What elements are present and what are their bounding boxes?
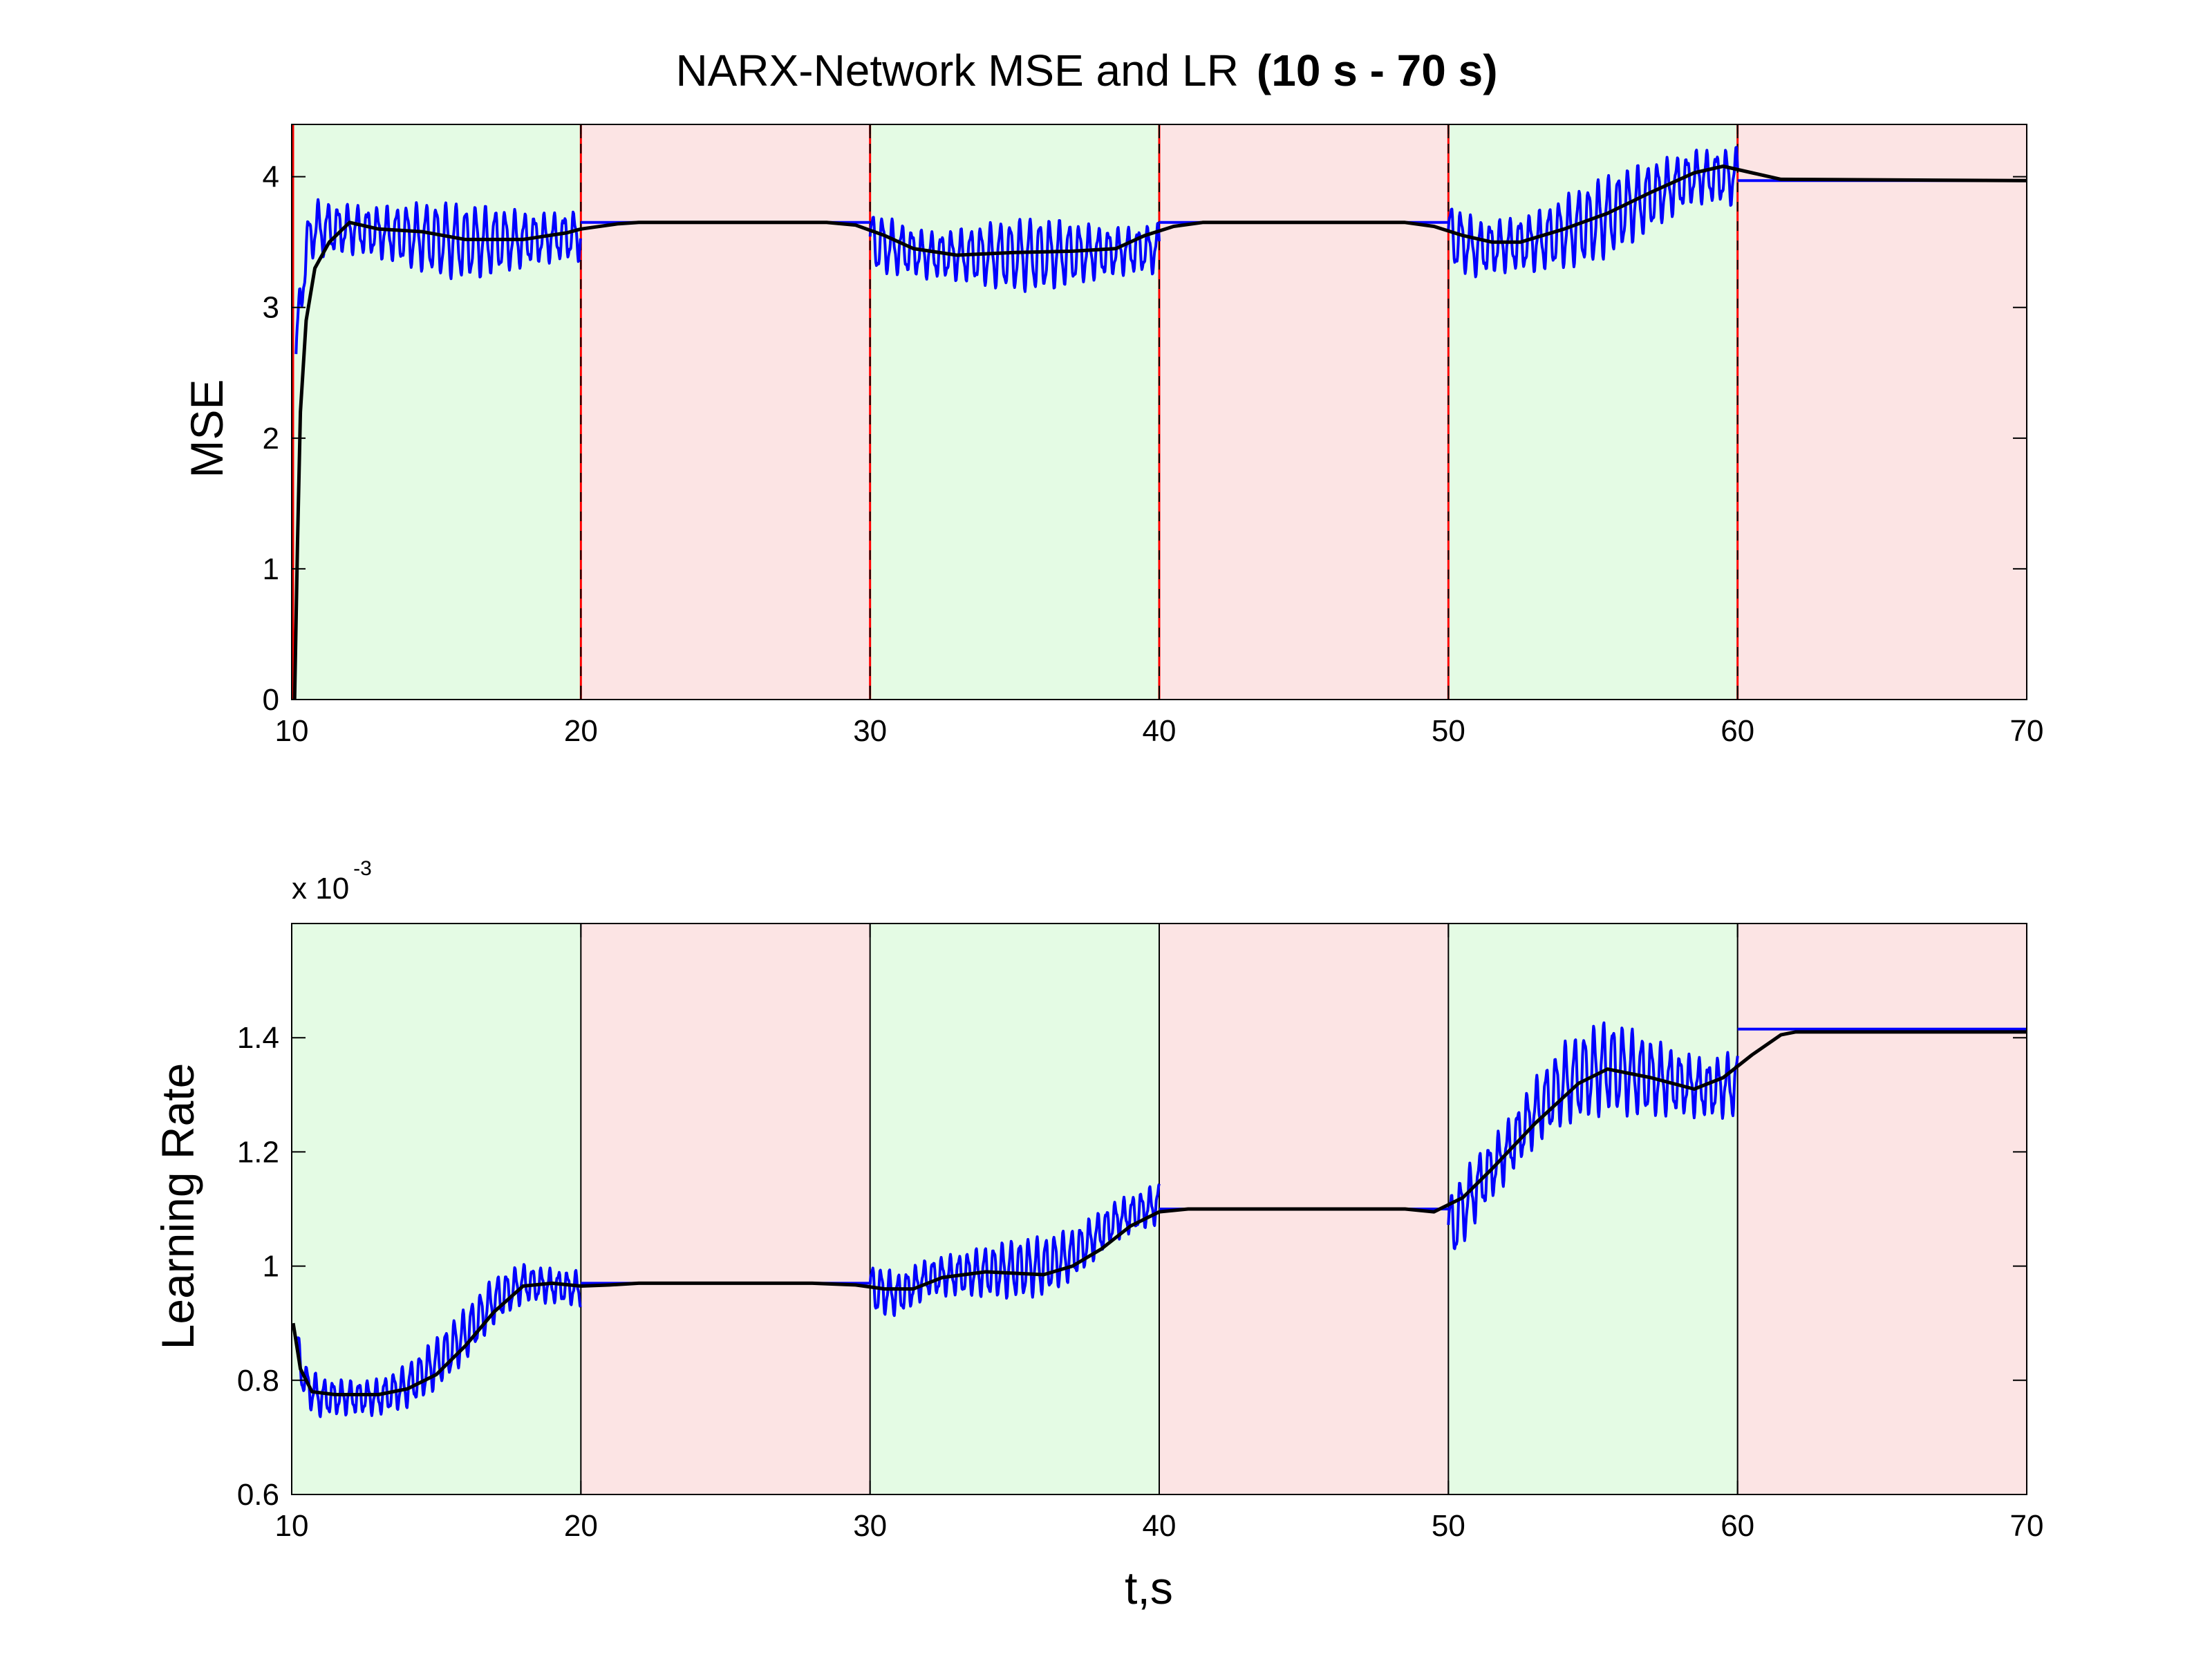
lr-raw-segment-1 [868,1183,1161,1318]
lr-y-axis-label: Learning Rate [152,1063,203,1350]
lr-ytick-label-3: 1.2 [237,1135,279,1169]
mse-raw-segment-0 [294,198,582,355]
lr-band-5 [1737,924,2027,1494]
mse-xtick-label-6: 70 [2010,714,2044,748]
lr-smoothed-series [291,1030,2027,1396]
chart-title-main: NARX-Network MSE and LR [675,46,1238,95]
lr-xtick-label-1: 20 [564,1509,598,1543]
mse-band-5 [1737,124,2027,700]
mse-band-4 [1448,124,1738,700]
lr-ytick-label-1: 0.8 [237,1364,279,1398]
lr-y-multiplier-base: x 10 [292,872,349,906]
mse-ytick-label-0: 0 [263,683,279,717]
mse-xtick-label-0: 10 [275,714,309,748]
lr-xtick-label-3: 40 [1143,1509,1177,1543]
lr-xtick-label-4: 50 [1432,1509,1465,1543]
lr-band-4 [1448,924,1738,1494]
lr-xtick-label-0: 10 [275,1509,309,1543]
lr-band-2 [870,924,1159,1494]
learning-rate-panel: 10 20 30 40 50 60 70 0.6 0.8 1 1.2 1.4 Learning Rat… [152,857,2043,1613]
lr-y-multiplier: x 10-3 [292,857,372,906]
mse-xtick-label-3: 40 [1143,714,1177,748]
mse-ytick-label-1: 1 [263,552,279,586]
mse-smoothed-line [292,165,2027,700]
x-axis-label: t,s [1125,1562,1173,1613]
lr-xtick-label-6: 70 [2010,1509,2044,1543]
lr-xtick-label-2: 30 [853,1509,887,1543]
lr-smoothed-line [291,1030,2027,1396]
mse-band-1 [581,124,870,700]
lr-ytick-label-0: 0.6 [237,1478,279,1512]
mse-panel: 10 20 30 40 50 60 70 0 1 2 3 4 MSE [181,124,2043,748]
mse-xtick-label-2: 30 [853,714,887,748]
lr-bands [292,924,2027,1494]
lr-band-1 [581,924,870,1494]
mse-band-2 [870,124,1159,700]
mse-ticks: 10 20 30 40 50 60 70 0 1 2 3 4 [263,124,2044,748]
lr-ytick-label-4: 1.4 [237,1021,279,1055]
mse-band-3 [1159,124,1449,700]
mse-smoothed-series [292,165,2027,700]
mse-xtick-label-5: 60 [1721,714,1754,748]
mse-ytick-label-2: 2 [263,422,279,456]
lr-raw-segment-2 [1447,1021,1739,1250]
lr-y-multiplier-exponent: -3 [353,857,372,880]
mse-xtick-label-4: 50 [1432,714,1465,748]
mse-y-axis-label: MSE [181,379,232,478]
lr-xtick-label-5: 60 [1721,1509,1754,1543]
lr-ytick-label-2: 1 [263,1250,279,1284]
mse-ytick-label-4: 4 [263,160,279,194]
mse-ytick-label-3: 3 [263,291,279,325]
chart-title-bold: (10 s - 70 s) [1257,46,1498,95]
lr-ticks: 10 20 30 40 50 60 70 0.6 0.8 1 1.2 1.4 [237,924,2044,1543]
chart-title: NARX-Network MSE and LR (10 s - 70 s) [675,46,1497,95]
mse-xtick-label-1: 20 [564,714,598,748]
